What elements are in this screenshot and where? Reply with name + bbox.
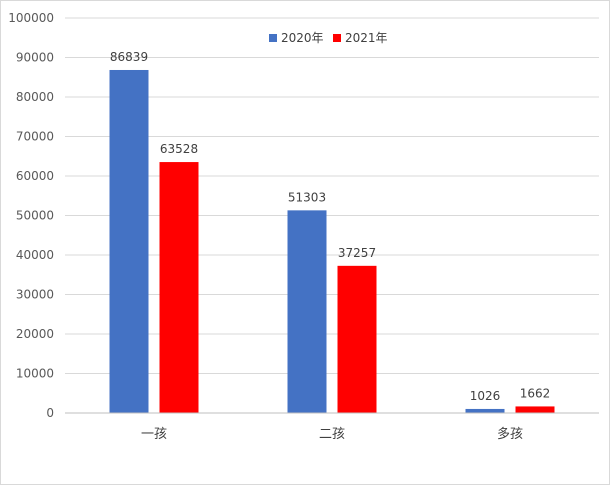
bar: [465, 408, 505, 413]
data-labels: 86839 63528 51303 37257 1026 1662: [110, 50, 550, 403]
data-label: 37257: [338, 246, 376, 260]
legend-label: 2020年: [281, 31, 324, 45]
data-label: 86839: [110, 50, 148, 64]
data-label: 1026: [470, 389, 501, 403]
x-category-label: 多孩: [497, 426, 523, 442]
x-category-label: 二孩: [319, 427, 345, 442]
y-axis-tick-labels: 0 10000 20000 30000 40000 50000 60000 70000 8000…: [8, 11, 54, 420]
bar: [109, 69, 149, 413]
bar: [337, 265, 377, 413]
y-tick-label: 10000: [16, 367, 54, 381]
x-axis: 一孩 二孩 多孩: [65, 412, 599, 442]
y-tick-label: 90000: [16, 51, 54, 65]
bars: [109, 69, 555, 413]
bar: [159, 162, 199, 413]
bar: [287, 210, 327, 413]
y-tick-label: 30000: [16, 288, 54, 302]
y-tick-label: 50000: [16, 209, 54, 223]
legend-label: 2021年: [345, 31, 388, 45]
y-tick-label: 100000: [8, 11, 54, 25]
legend: 2020年 2021年: [269, 31, 388, 45]
x-category-label: 一孩: [141, 427, 167, 442]
legend-swatch: [269, 34, 277, 42]
data-label: 63528: [160, 142, 198, 156]
y-tick-label: 40000: [16, 248, 54, 262]
data-label: 1662: [520, 386, 551, 400]
bar: [515, 406, 555, 413]
data-label: 51303: [288, 190, 326, 204]
y-tick-label: 0: [46, 406, 54, 420]
y-tick-label: 80000: [16, 90, 54, 104]
y-tick-label: 70000: [16, 130, 54, 144]
legend-swatch: [333, 34, 341, 42]
y-tick-label: 20000: [16, 327, 54, 341]
y-tick-label: 60000: [16, 169, 54, 183]
gridlines: [65, 17, 599, 374]
